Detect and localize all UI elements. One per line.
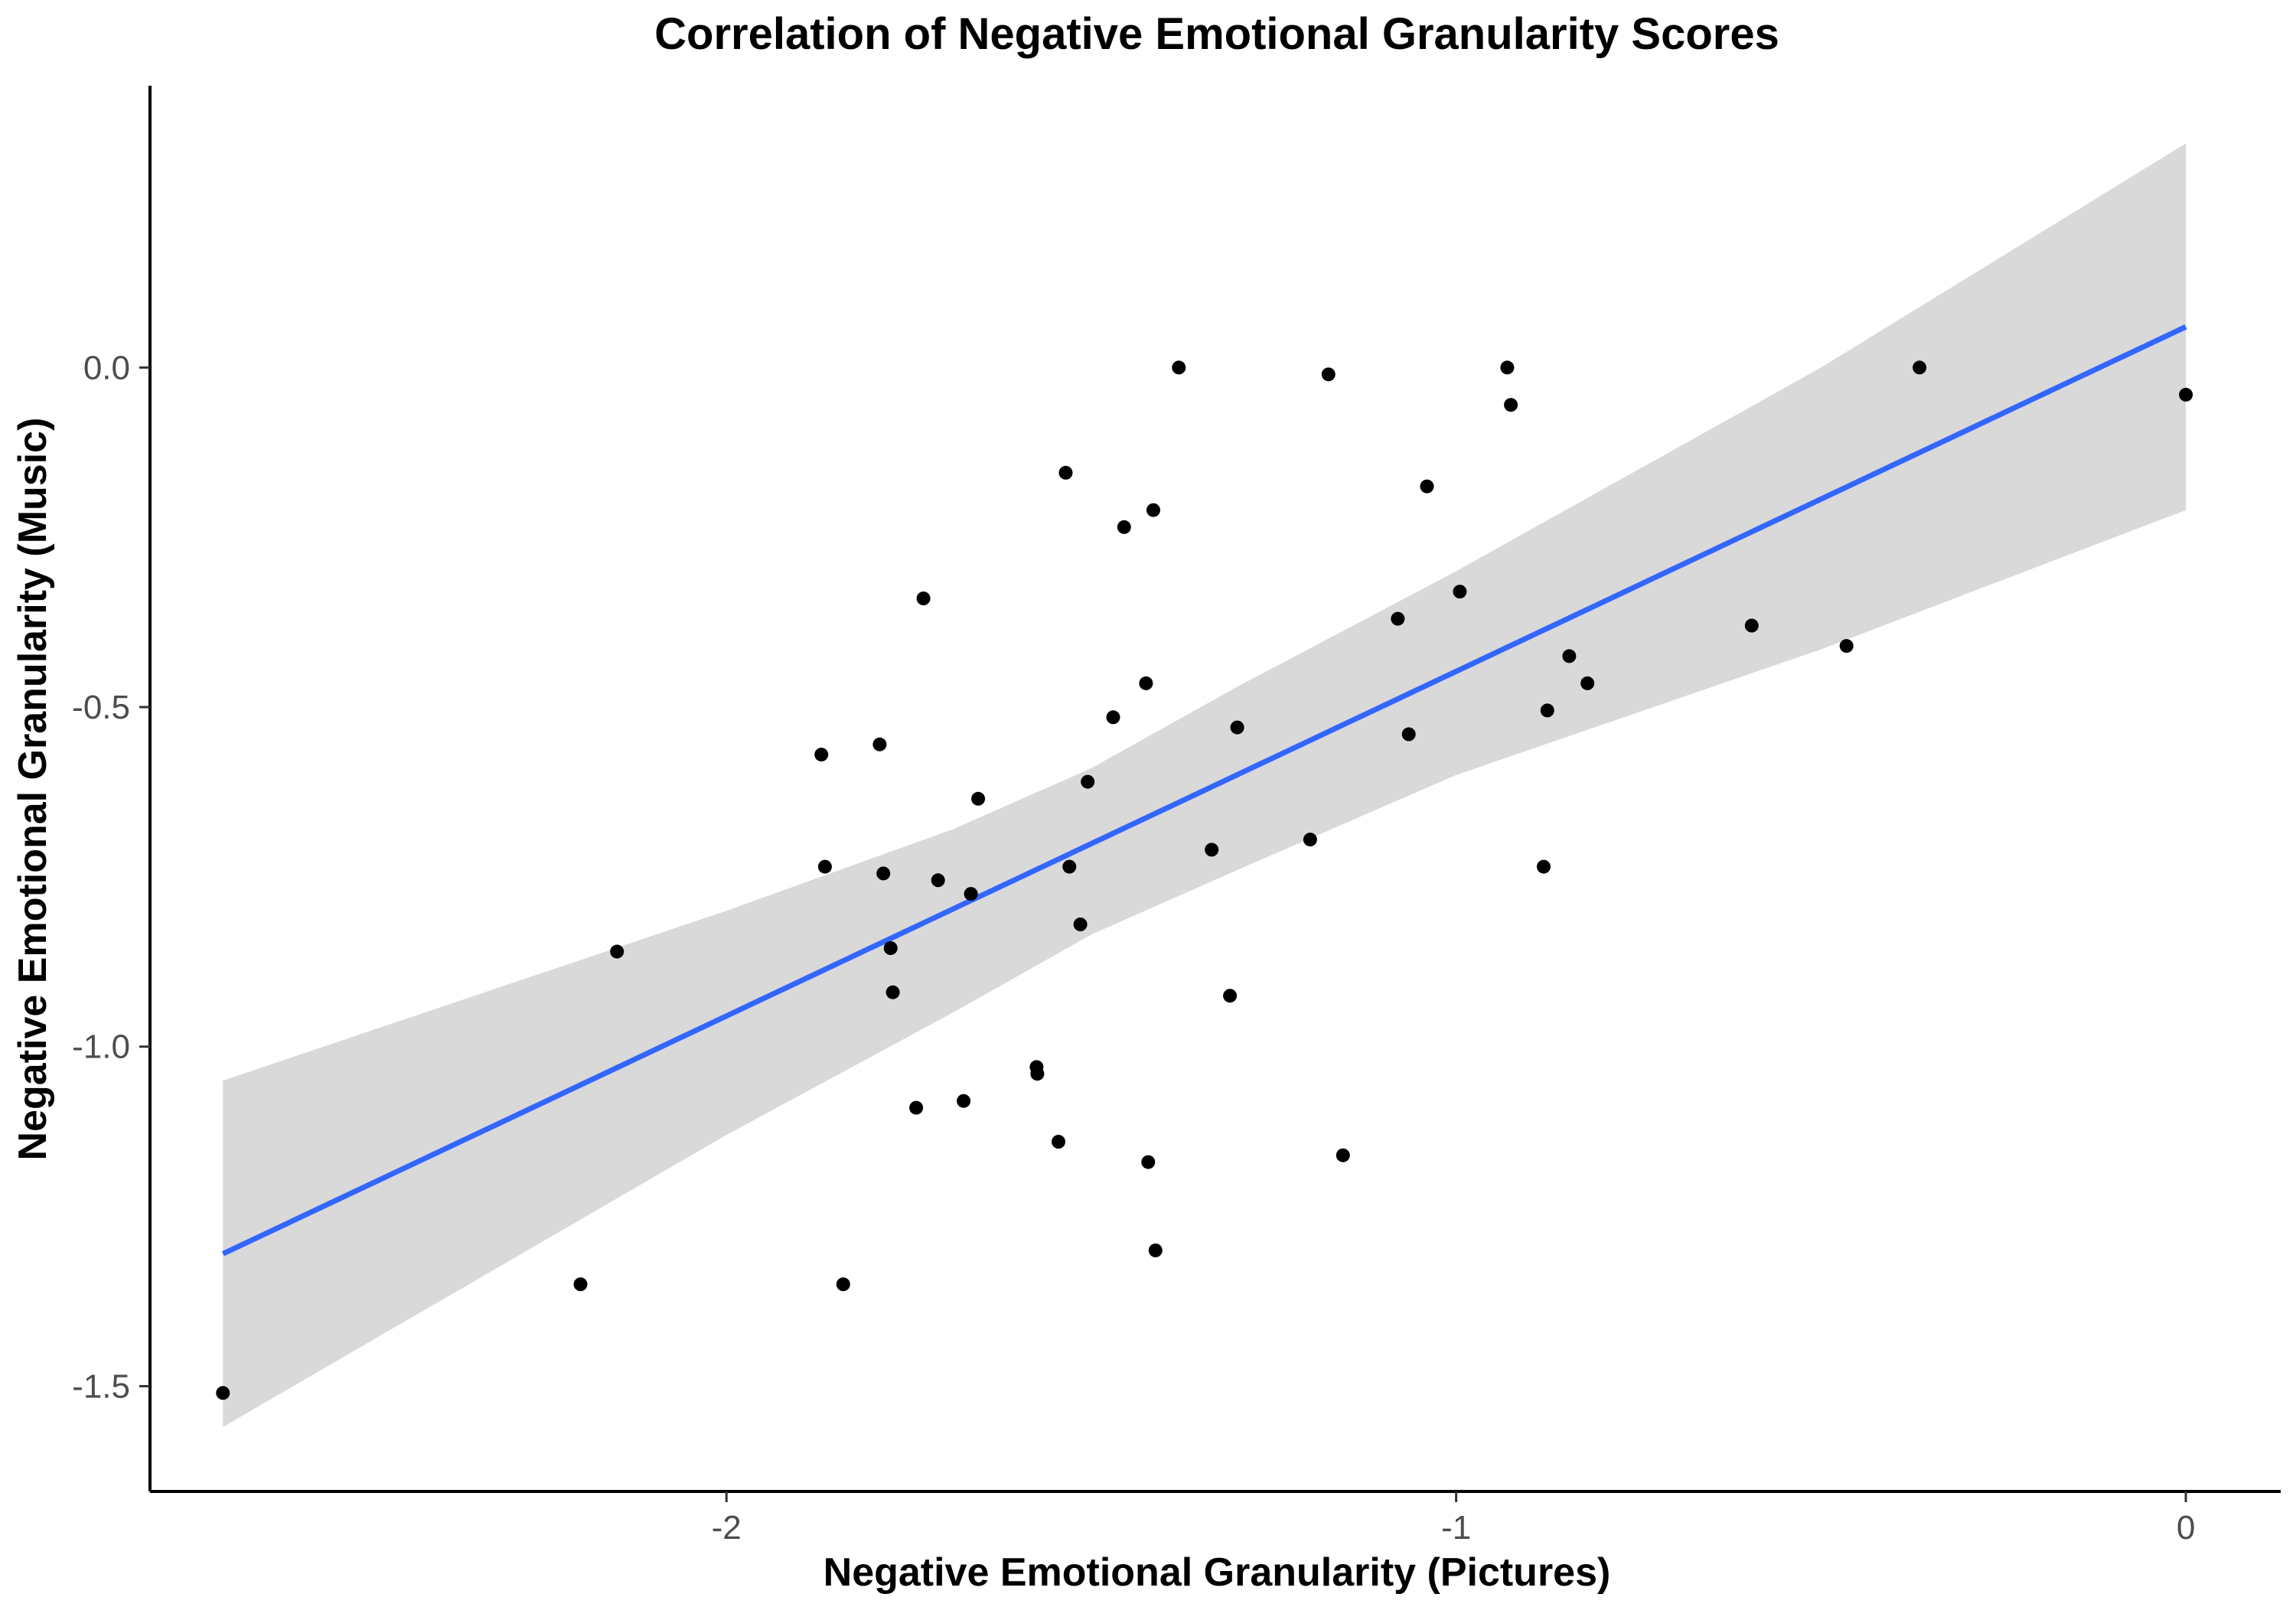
data-point	[1117, 520, 1131, 534]
data-point	[1580, 676, 1595, 690]
data-point	[610, 944, 625, 959]
x-axis: -2 -1 0	[150, 1490, 2281, 1547]
data-point	[876, 866, 891, 881]
data-point	[573, 1277, 588, 1292]
data-point	[1913, 360, 1927, 375]
y-axis: -1.5 -1.0 -0.5 0.0	[72, 86, 152, 1491]
chart-title: Correlation of Negative Emotional Granul…	[654, 9, 1779, 59]
y-axis-ticks: -1.5 -1.0 -0.5 0.0	[72, 349, 150, 1405]
data-point	[1453, 585, 1467, 599]
data-point	[2179, 387, 2193, 402]
x-tick-label: -2	[712, 1509, 742, 1547]
data-point	[1540, 703, 1554, 718]
y-tick-label: 0.0	[83, 349, 130, 386]
y-tick-label: -1.0	[72, 1028, 130, 1066]
data-point	[1141, 1155, 1156, 1169]
data-point	[836, 1277, 850, 1292]
data-point	[1562, 649, 1577, 663]
data-point	[971, 791, 986, 806]
data-point	[916, 592, 931, 605]
data-point	[1139, 676, 1153, 690]
data-point	[1146, 503, 1160, 517]
regression-line	[221, 324, 2187, 1257]
data-point	[1030, 1067, 1045, 1081]
data-point	[1391, 611, 1405, 626]
data-point	[1073, 918, 1088, 931]
data-point	[1744, 618, 1759, 633]
data-point	[964, 887, 978, 901]
data-point	[216, 1386, 230, 1400]
data-point	[1205, 843, 1219, 857]
data-point	[957, 1094, 971, 1108]
data-point	[1839, 639, 1854, 654]
data-point	[1058, 465, 1073, 480]
data-point	[883, 941, 898, 955]
data-point	[1336, 1148, 1350, 1162]
data-point	[1148, 1244, 1163, 1257]
data-point	[1303, 833, 1317, 847]
x-axis-ticks: -2 -1 0	[712, 1491, 2195, 1547]
data-point	[817, 859, 832, 874]
data-point	[909, 1100, 924, 1115]
data-point	[1106, 710, 1120, 725]
x-tick-label: -1	[1441, 1509, 1471, 1547]
x-tick-label: 0	[2177, 1509, 2195, 1547]
x-axis-title: Negative Emotional Granularity (Pictures…	[823, 1550, 1611, 1595]
data-point	[1420, 479, 1434, 494]
data-point	[1223, 989, 1238, 1003]
data-point	[1052, 1135, 1065, 1149]
data-point	[1504, 398, 1518, 412]
data-point	[872, 737, 887, 751]
plot-panel	[216, 143, 2193, 1427]
data-point	[885, 985, 900, 999]
data-point	[1081, 774, 1095, 789]
data-point	[1321, 367, 1336, 382]
data-point	[931, 873, 945, 888]
data-points	[216, 360, 2193, 1400]
y-axis-title: Negative Emotional Granularity (Music)	[11, 418, 55, 1161]
confidence-band	[223, 143, 2187, 1427]
y-tick-label: -0.5	[72, 689, 130, 726]
data-point	[1500, 360, 1515, 375]
data-point	[1062, 859, 1077, 874]
y-tick-label: -1.5	[72, 1367, 130, 1405]
data-point	[1537, 859, 1551, 874]
data-point	[1401, 727, 1416, 742]
data-point	[814, 748, 829, 762]
data-point	[1230, 720, 1244, 735]
data-point	[1172, 360, 1186, 375]
